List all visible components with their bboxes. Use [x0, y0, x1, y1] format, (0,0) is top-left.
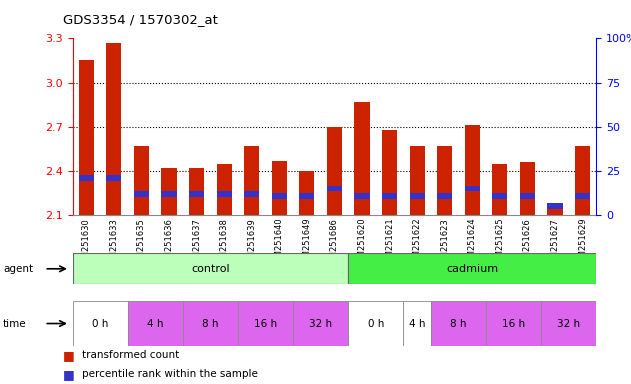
Bar: [355, 193, 370, 199]
Bar: [410, 146, 425, 215]
Bar: [134, 146, 149, 215]
Bar: [107, 175, 122, 181]
Bar: [327, 127, 342, 215]
Bar: [437, 193, 452, 199]
Bar: [216, 164, 232, 215]
Bar: [189, 168, 204, 215]
Bar: [272, 193, 287, 199]
FancyBboxPatch shape: [293, 301, 348, 346]
Text: 16 h: 16 h: [502, 318, 525, 329]
Bar: [244, 146, 259, 215]
Bar: [520, 193, 535, 199]
Text: ■: ■: [63, 368, 75, 381]
Text: ■: ■: [63, 349, 75, 362]
Bar: [216, 192, 232, 197]
Text: 8 h: 8 h: [202, 318, 218, 329]
Text: 8 h: 8 h: [451, 318, 467, 329]
Text: 32 h: 32 h: [309, 318, 332, 329]
FancyBboxPatch shape: [348, 301, 403, 346]
Bar: [492, 193, 507, 199]
Text: 4 h: 4 h: [147, 318, 163, 329]
Bar: [134, 192, 149, 197]
Bar: [410, 193, 425, 199]
Text: 16 h: 16 h: [254, 318, 277, 329]
Text: 32 h: 32 h: [557, 318, 581, 329]
Bar: [327, 185, 342, 192]
Bar: [189, 192, 204, 197]
Text: transformed count: transformed count: [82, 350, 179, 360]
Text: 4 h: 4 h: [409, 318, 425, 329]
FancyBboxPatch shape: [73, 301, 127, 346]
Bar: [272, 161, 287, 215]
Bar: [79, 60, 94, 215]
Bar: [547, 203, 562, 209]
Bar: [464, 185, 480, 192]
Bar: [162, 192, 177, 197]
Text: GDS3354 / 1570302_at: GDS3354 / 1570302_at: [63, 13, 218, 26]
FancyBboxPatch shape: [238, 301, 293, 346]
Bar: [575, 146, 590, 215]
Text: agent: agent: [3, 264, 33, 274]
Bar: [437, 146, 452, 215]
Bar: [299, 193, 314, 199]
Bar: [492, 164, 507, 215]
FancyBboxPatch shape: [431, 301, 486, 346]
FancyBboxPatch shape: [403, 301, 431, 346]
Bar: [382, 193, 397, 199]
Bar: [107, 43, 122, 215]
FancyBboxPatch shape: [183, 301, 238, 346]
Bar: [162, 168, 177, 215]
FancyBboxPatch shape: [73, 253, 348, 284]
FancyBboxPatch shape: [348, 253, 596, 284]
Bar: [464, 125, 480, 215]
Text: cadmium: cadmium: [446, 264, 498, 274]
Text: control: control: [191, 264, 230, 274]
Bar: [299, 171, 314, 215]
Bar: [382, 130, 397, 215]
Bar: [355, 102, 370, 215]
Text: percentile rank within the sample: percentile rank within the sample: [82, 369, 258, 379]
FancyBboxPatch shape: [486, 301, 541, 346]
Bar: [575, 193, 590, 199]
Bar: [79, 175, 94, 181]
Bar: [244, 192, 259, 197]
FancyBboxPatch shape: [541, 301, 596, 346]
Text: time: time: [3, 318, 27, 329]
Bar: [547, 203, 562, 215]
Bar: [520, 162, 535, 215]
Text: 0 h: 0 h: [368, 318, 384, 329]
Text: 0 h: 0 h: [92, 318, 109, 329]
FancyBboxPatch shape: [127, 301, 183, 346]
